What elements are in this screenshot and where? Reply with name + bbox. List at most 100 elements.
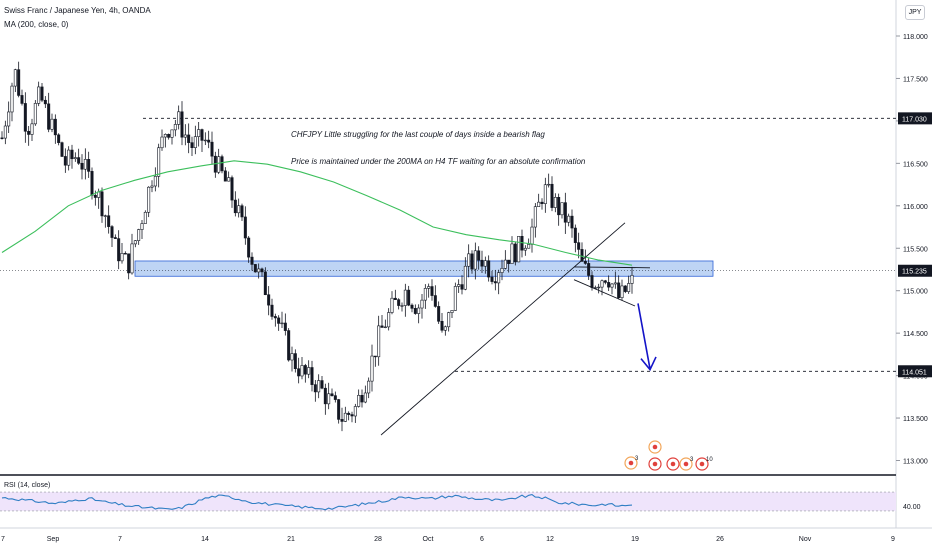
candle-body [183, 134, 187, 138]
candle [70, 144, 74, 169]
candle-body [67, 149, 71, 166]
candle [387, 308, 391, 331]
rsi-legend[interactable]: RSI (14, close) [4, 482, 51, 489]
support-zone[interactable] [134, 260, 714, 277]
candle-body [220, 156, 224, 172]
candle-body [53, 118, 57, 136]
candle-body [200, 129, 204, 141]
economic-event-icon[interactable]: 10 [695, 457, 713, 471]
horizontal-levels [0, 117, 896, 372]
candle [623, 285, 627, 294]
candle [40, 83, 44, 103]
flag-upper-line[interactable] [573, 266, 651, 269]
economic-event-icon[interactable] [648, 440, 662, 454]
bearish-arrow[interactable] [637, 303, 657, 372]
candle-body [507, 259, 511, 264]
candle [490, 270, 494, 285]
ma-200-line[interactable] [1, 160, 633, 266]
flag-lower-line[interactable] [573, 279, 636, 307]
candle-body [283, 322, 287, 331]
candle-body [610, 283, 614, 288]
candle [620, 279, 624, 301]
candle [87, 151, 91, 178]
candle [603, 279, 607, 285]
candle-body [77, 157, 81, 164]
candle-body [177, 111, 181, 125]
candle-body [327, 393, 331, 405]
candle [267, 286, 271, 316]
candle-body [230, 177, 234, 201]
candle-body [600, 280, 604, 288]
candle [17, 61, 21, 98]
currency-button[interactable]: JPY [905, 5, 925, 20]
candle-body [393, 297, 397, 300]
candle [210, 131, 214, 165]
candle [613, 271, 617, 289]
economic-event-icon[interactable] [648, 457, 662, 471]
x-tick-label: 6 [480, 536, 484, 543]
candle [127, 253, 131, 280]
candle [100, 187, 104, 223]
event-count: 3 [690, 457, 694, 463]
y-tick-label: 113.000 [903, 459, 928, 466]
candle-body [367, 380, 371, 394]
candle-body [330, 393, 334, 396]
candle [157, 143, 161, 188]
candle [80, 154, 84, 180]
candle-body [537, 201, 541, 207]
candle [547, 173, 551, 188]
candle-body [457, 284, 461, 287]
candle [147, 186, 151, 218]
y-tick-label: 117.500 [903, 76, 928, 83]
candle [430, 279, 434, 301]
candle [207, 130, 211, 149]
ascending-trendline[interactable] [380, 222, 626, 436]
candle-body [337, 399, 341, 420]
price-axis[interactable]: 118.000117.500117.000116.500116.000115.5… [896, 34, 932, 466]
event-icons[interactable]: 3 3 10 [624, 440, 713, 471]
candle [303, 363, 307, 383]
candle [277, 315, 281, 331]
candle-body [287, 330, 291, 361]
rsi-line[interactable] [1, 494, 633, 511]
candle-body [147, 186, 151, 213]
candle [530, 218, 534, 253]
candle [553, 193, 557, 213]
candle-body [247, 237, 251, 258]
y-tick-label: 116.500 [903, 161, 928, 168]
candle [550, 176, 554, 212]
economic-event-icon[interactable]: 3 [679, 457, 694, 471]
candle [37, 81, 41, 107]
y-tick-label: 115.500 [903, 246, 928, 253]
candle-body [267, 294, 271, 306]
candle-body [13, 69, 17, 87]
candle [293, 349, 297, 373]
candle-body [127, 253, 131, 274]
candle-body [70, 149, 74, 160]
time-axis[interactable]: 7 Sep 7 14 21 28 Oct 6 12 19 26 Nov 9 [1, 536, 895, 543]
candle [337, 398, 341, 424]
candle [587, 258, 591, 280]
candle [357, 389, 361, 408]
candle [417, 304, 421, 324]
economic-event-icon[interactable]: 3 [624, 456, 639, 470]
indicator-legend[interactable]: MA (200, close, 0) [4, 20, 69, 29]
symbol-title[interactable]: Swiss Franc / Japanese Yen, 4h, OANDA [4, 6, 151, 15]
candle [203, 132, 207, 146]
economic-event-icon[interactable] [666, 457, 680, 471]
candle-body [217, 156, 221, 173]
candle [500, 259, 504, 281]
candle-body [317, 380, 321, 393]
candle-body [423, 288, 427, 301]
candle [470, 250, 474, 274]
candle [123, 251, 127, 255]
candle-body [467, 253, 471, 267]
candle [3, 120, 7, 145]
candle-body [80, 162, 84, 170]
price-badge [898, 264, 932, 277]
candle-body [357, 395, 361, 407]
candle [473, 242, 477, 280]
candle-body [180, 111, 184, 138]
candle [320, 375, 324, 390]
